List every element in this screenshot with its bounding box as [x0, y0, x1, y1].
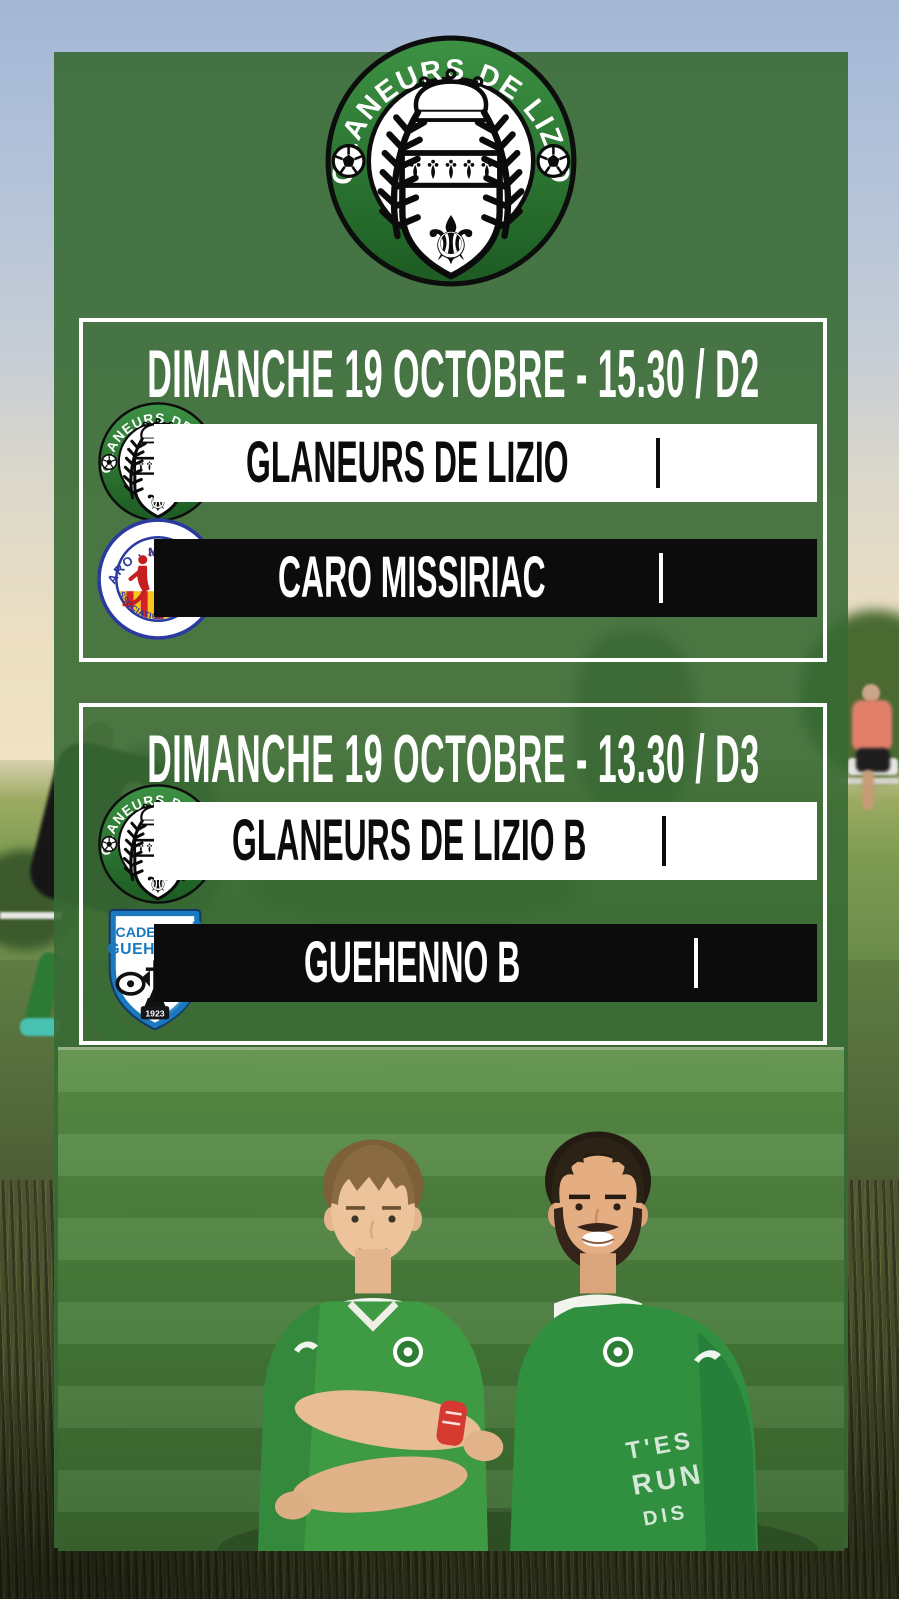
background-player — [862, 684, 880, 702]
player-right: T'ES RUN DIS — [510, 1131, 758, 1551]
home-team-name-2: GLANEURS DE LIZIO B — [232, 808, 587, 873]
away-team-name-1: CARO MISSIRIAC — [278, 545, 546, 610]
away-team-bar-1: CARO MISSIRIAC — [154, 539, 817, 617]
home-team-bar-1: GLANEURS DE LIZIO — [154, 424, 817, 502]
match-block-1: DIMANCHE 19 OCTOBRE - 15.30 / D2 GLANEUR… — [79, 318, 827, 662]
away-team-name-2: GUEHENNO B — [304, 930, 521, 995]
background-player — [20, 1018, 60, 1036]
players-photo: T'ES RUN DIS — [58, 1047, 844, 1551]
match-2-header: DIMANCHE 19 OCTOBRE - 13.30 / D3 — [83, 717, 823, 801]
away-team-bar-2: GUEHENNO B — [154, 924, 817, 1002]
match-1-header-text: DIMANCHE 19 OCTOBRE - 15.30 / D2 — [146, 336, 760, 412]
background-player — [862, 770, 874, 810]
score-separator — [694, 938, 698, 988]
score-separator — [656, 438, 660, 488]
background-player — [856, 748, 890, 772]
score-separator — [662, 816, 666, 866]
score-separator — [659, 553, 663, 603]
home-team-bar-2: GLANEURS DE LIZIO B — [154, 802, 817, 880]
background-player — [852, 700, 892, 752]
match-block-2: DIMANCHE 19 OCTOBRE - 13.30 / D3 GLANEUR… — [79, 703, 827, 1045]
match-2-header-text: DIMANCHE 19 OCTOBRE - 13.30 / D3 — [146, 721, 760, 797]
player-left — [258, 1139, 504, 1551]
club-logo — [323, 33, 579, 289]
players-illustration: T'ES RUN DIS — [218, 1131, 818, 1551]
match-1-header: DIMANCHE 19 OCTOBRE - 15.30 / D2 — [83, 332, 823, 416]
home-team-name-1: GLANEURS DE LIZIO — [246, 430, 569, 495]
green-panel: DIMANCHE 19 OCTOBRE - 15.30 / D2 GLANEUR… — [54, 52, 848, 1551]
background-fence — [0, 912, 62, 919]
